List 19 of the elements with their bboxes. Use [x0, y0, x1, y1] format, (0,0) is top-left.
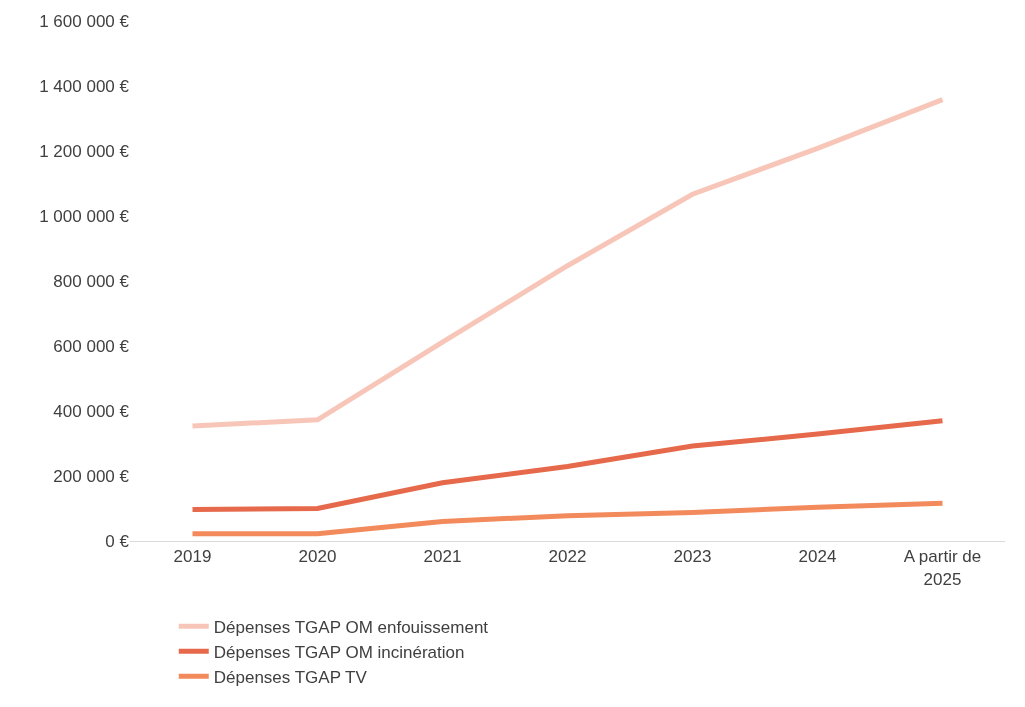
- y-tick-label: 1 600 000 €: [39, 11, 130, 31]
- y-tick-label: 1 400 000 €: [39, 76, 130, 96]
- y-tick-label: 200 000 €: [53, 466, 130, 486]
- x-tick-label: 2023: [673, 547, 712, 567]
- x-tick-label: 2024: [798, 547, 837, 567]
- y-tick-label: 800 000 €: [53, 271, 130, 291]
- x-tick-label: A partir de 2025: [903, 547, 982, 589]
- y-tick-label: 0 €: [105, 531, 130, 551]
- x-tick-label: 2020: [298, 547, 337, 567]
- legend-label: Dépenses TGAP OM enfouissement: [213, 617, 489, 637]
- y-tick-label: 600 000 €: [53, 336, 130, 356]
- y-tick-label: 1 200 000 €: [39, 141, 130, 161]
- legend-label: Dépenses TGAP OM incinération: [213, 642, 465, 662]
- legend-label: Dépenses TGAP TV: [213, 667, 368, 687]
- x-tick-label: 2019: [173, 547, 212, 567]
- x-tick-label: 2021: [423, 547, 462, 567]
- y-tick-label: 400 000 €: [53, 401, 130, 421]
- y-tick-label: 1 000 000 €: [39, 206, 130, 226]
- x-tick-label: 2022: [548, 547, 587, 567]
